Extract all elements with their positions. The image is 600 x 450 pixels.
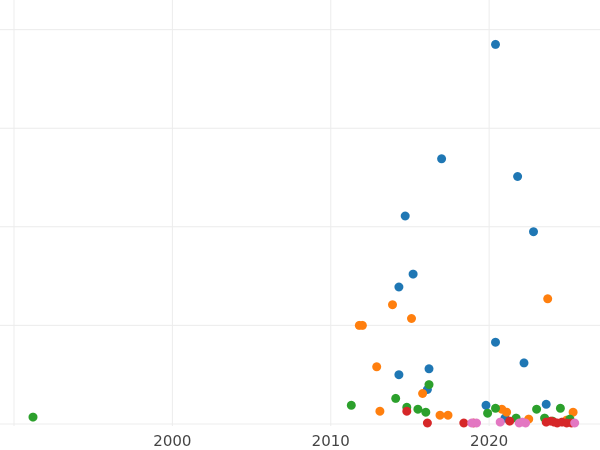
x-tick-label: 2000 <box>153 432 191 450</box>
data-point <box>357 320 367 330</box>
data-point <box>422 418 432 428</box>
data-point <box>519 358 529 368</box>
data-point <box>568 407 578 417</box>
x-axis-ticks: 2000 2010 2020 <box>153 432 508 450</box>
data-point <box>346 400 356 410</box>
data-point <box>435 410 445 420</box>
data-point <box>408 269 418 279</box>
data-point <box>467 418 477 428</box>
data-point <box>541 417 551 427</box>
data-point <box>407 314 416 323</box>
data-point <box>372 362 382 372</box>
data-point <box>437 154 447 164</box>
data-point <box>418 389 428 398</box>
data-point <box>532 404 542 414</box>
data-point <box>505 416 515 426</box>
x-tick-label: 2020 <box>470 432 508 450</box>
data-point <box>541 399 551 409</box>
data-point <box>555 403 565 413</box>
data-point <box>421 407 431 417</box>
data-point <box>517 417 527 427</box>
data-point <box>491 337 500 347</box>
data-point <box>394 370 404 380</box>
data-point <box>495 417 505 427</box>
data-point <box>28 412 38 422</box>
data-point <box>375 406 385 416</box>
x-tick-label: 2010 <box>312 432 350 450</box>
data-point <box>459 418 469 428</box>
data-points <box>28 39 580 428</box>
data-point <box>570 418 580 428</box>
data-point <box>481 400 491 410</box>
data-point <box>513 172 523 181</box>
data-point <box>491 39 500 49</box>
data-point <box>543 294 553 304</box>
data-point <box>388 300 397 310</box>
data-point <box>391 393 401 403</box>
data-point <box>491 403 500 413</box>
data-point <box>424 380 434 390</box>
data-point <box>443 410 453 420</box>
data-point <box>413 404 423 414</box>
data-point <box>400 211 410 221</box>
data-point <box>483 408 493 418</box>
grid-lines <box>0 0 600 426</box>
data-point <box>402 406 412 416</box>
data-point <box>394 282 404 292</box>
data-point <box>529 227 538 237</box>
data-point <box>424 364 434 374</box>
